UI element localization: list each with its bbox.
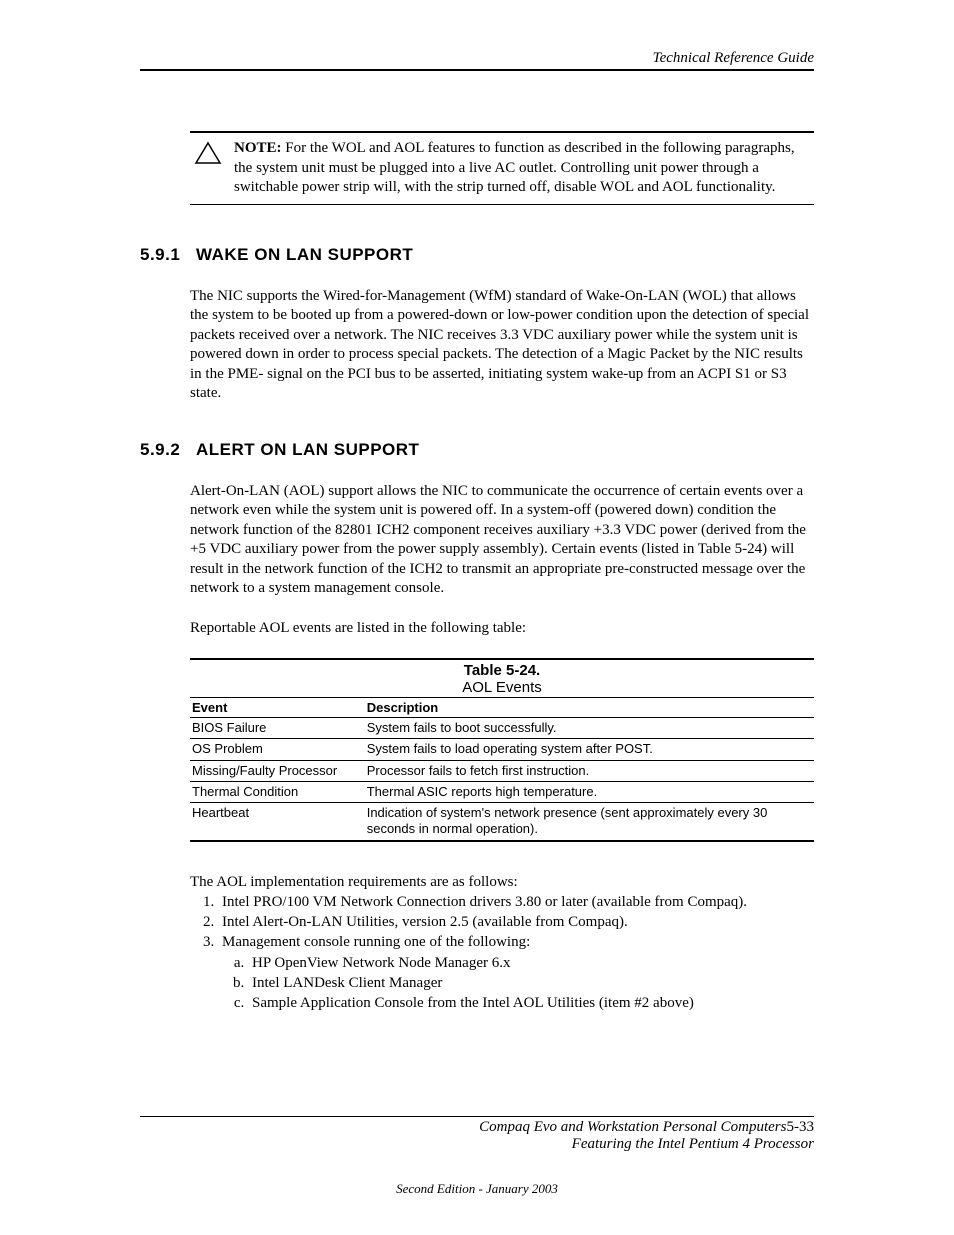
section-number: 5.9.1 [140,245,196,265]
table-row: Heartbeat Indication of system's network… [190,803,814,841]
cell-desc: System fails to boot successfully. [365,718,814,739]
section-heading-592: 5.9.2 ALERT ON LAN SUPPORT [140,440,814,460]
caution-icon [190,139,234,198]
section-body-1: Alert-On-LAN (AOL) support allows the NI… [190,482,814,599]
note-body: For the WOL and AOL features to function… [234,140,795,195]
section-592: 5.9.2 ALERT ON LAN SUPPORT Alert-On-LAN … [140,440,814,1014]
section-heading-591: 5.9.1 WAKE ON LAN SUPPORT [140,245,814,265]
list-item: Intel PRO/100 VM Network Connection driv… [218,892,814,912]
table-row: Missing/Faulty Processor Processor fails… [190,760,814,781]
page-footer: Compaq Evo and Workstation Personal Comp… [140,1116,814,1197]
section-body: The NIC supports the Wired-for-Managemen… [190,287,814,404]
section-title: WAKE ON LAN SUPPORT [196,245,413,265]
page-header: Technical Reference Guide [140,50,814,71]
section-title: ALERT ON LAN SUPPORT [196,440,419,460]
column-header-event: Event [190,698,365,718]
table-caption: AOL Events [190,679,814,698]
table-number: Table 5-24. [190,658,814,679]
column-header-description: Description [365,698,814,718]
list-item: HP OpenView Network Node Manager 6.x [248,953,814,973]
section-body-2: Reportable AOL events are listed in the … [190,619,814,639]
list-item: Sample Application Console from the Inte… [248,993,814,1013]
cell-desc: Thermal ASIC reports high temperature. [365,781,814,802]
note-box: NOTE: For the WOL and AOL features to fu… [190,131,814,205]
aol-events-table: Event Description BIOS Failure System fa… [190,698,814,842]
cell-desc: System fails to load operating system af… [365,739,814,760]
cell-event: Heartbeat [190,803,365,841]
footer-line-2: Featuring the Intel Pentium 4 Processor [140,1136,814,1153]
list-item: Intel Alert-On-LAN Utilities, version 2.… [218,912,814,932]
table-524: Table 5-24. AOL Events Event Description… [190,658,814,842]
cell-event: BIOS Failure [190,718,365,739]
cell-desc: Processor fails to fetch first instructi… [365,760,814,781]
cell-event: Thermal Condition [190,781,365,802]
cell-event: Missing/Faulty Processor [190,760,365,781]
table-row: OS Problem System fails to load operatin… [190,739,814,760]
footer-edition: Second Edition - January 2003 [140,1181,814,1197]
document-page: Technical Reference Guide NOTE: For the … [0,0,954,1235]
section-591: 5.9.1 WAKE ON LAN SUPPORT The NIC suppor… [140,245,814,404]
cell-event: OS Problem [190,739,365,760]
list-item-text: Management console running one of the fo… [222,934,530,950]
note-text: NOTE: For the WOL and AOL features to fu… [234,139,814,198]
list-item: Management console running one of the fo… [218,932,814,1013]
header-title: Technical Reference Guide [653,50,814,66]
requirements-list: Intel PRO/100 VM Network Connection driv… [190,892,814,1014]
list-item: Intel LANDesk Client Manager [248,973,814,993]
cell-desc: Indication of system's network presence … [365,803,814,841]
table-row: Thermal Condition Thermal ASIC reports h… [190,781,814,802]
requirements-intro: The AOL implementation requirements are … [190,872,814,892]
page-number: 5-33 [787,1119,815,1135]
note-label: NOTE: [234,140,282,156]
footer-line-1: Compaq Evo and Workstation Personal Comp… [140,1116,814,1136]
footer-title: Compaq Evo and Workstation Personal Comp… [479,1119,786,1135]
requirements-sublist: HP OpenView Network Node Manager 6.x Int… [222,953,814,1014]
table-header-row: Event Description [190,698,814,718]
section-number: 5.9.2 [140,440,196,460]
table-row: BIOS Failure System fails to boot succes… [190,718,814,739]
